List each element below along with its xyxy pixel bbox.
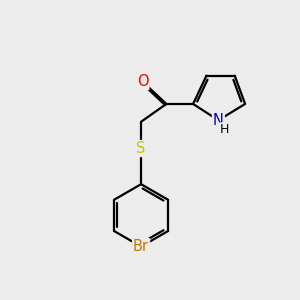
Text: S: S [136,141,146,156]
Text: Br: Br [133,239,149,254]
Text: N: N [213,113,224,128]
Text: O: O [137,74,148,89]
Text: H: H [220,123,230,136]
